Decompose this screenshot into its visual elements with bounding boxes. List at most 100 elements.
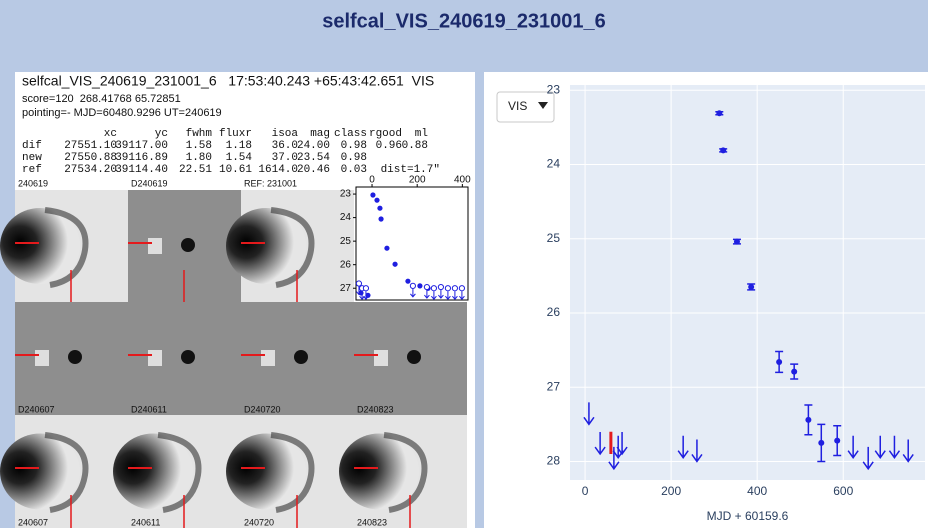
galaxy-blob: [0, 433, 80, 510]
data-point: [818, 439, 825, 446]
summary-line: pointing=- MJD=60480.9296 UT=240619: [22, 107, 222, 119]
data-point: [384, 245, 390, 251]
thumbnail-label: D240611: [131, 404, 167, 414]
row-label: ref: [22, 164, 42, 176]
upper-limit: [444, 285, 452, 301]
residual-patch: [374, 350, 388, 366]
x-tick-label: 200: [409, 175, 426, 186]
table-cell: 39114.40: [115, 164, 168, 176]
limit-arrow: [452, 291, 458, 301]
x-tick-label: 200: [661, 484, 681, 498]
table-header: class: [334, 128, 367, 140]
table-note: dist=1.7": [381, 164, 440, 176]
table-cell: 22.51: [179, 164, 212, 176]
galaxy-blob: [113, 433, 193, 510]
data-point: [370, 192, 376, 198]
dropdown-arrow[interactable]: [538, 102, 548, 109]
limit-arrow: [431, 291, 437, 301]
galaxy-arm: [44, 207, 89, 288]
x-axis-label: MJD + 60159.6: [707, 509, 789, 523]
data-point: [378, 216, 384, 222]
data-point: [417, 283, 423, 289]
upper-limit: [902, 439, 914, 463]
y-tick-label: 28: [547, 454, 561, 468]
upper-limit: [677, 435, 689, 460]
limit-arrow: [445, 291, 451, 301]
limit-circle: [409, 282, 417, 289]
y-tick-label: 24: [547, 157, 561, 171]
upper-limit: [430, 285, 438, 301]
residual-blob: [68, 350, 82, 364]
data-point: [776, 358, 783, 365]
y-tick-label: 26: [547, 305, 561, 319]
data-point: [365, 292, 371, 298]
residual-patch: [261, 350, 275, 366]
table-cell: 27534.20: [64, 164, 117, 176]
upper-limit: [451, 285, 459, 301]
residual-patch: [148, 350, 162, 366]
x-tick-label: 400: [454, 175, 471, 186]
x-tick-label: 0: [582, 484, 589, 498]
dropdown-label[interactable]: VIS: [508, 99, 527, 113]
table-cell: 10.61: [219, 164, 252, 176]
limit-circle: [444, 285, 452, 292]
x-tick-label: 600: [833, 484, 853, 498]
galaxy-blob: [339, 433, 419, 510]
limit-circle: [362, 285, 370, 292]
table-cell: 0.03: [341, 164, 367, 176]
residual-patch: [35, 350, 49, 366]
limit-circle: [437, 283, 445, 291]
thumbnail-label: D240619: [131, 178, 168, 188]
table-cell: 27551.10: [64, 140, 117, 152]
data-point: [716, 110, 723, 117]
table-header: fwhm: [186, 128, 213, 140]
upper-limit: [362, 285, 370, 301]
limit-arrow: [356, 286, 362, 296]
galaxy-arm: [270, 432, 315, 513]
upper-limit: [616, 432, 628, 456]
y-tick-label: 23: [547, 82, 561, 96]
filter-dropdown[interactable]: VIS: [496, 91, 555, 123]
thumbnail-label: 240619: [18, 178, 48, 188]
table-cell: 36.0: [272, 140, 298, 152]
table-cell: 0.98: [341, 140, 367, 152]
upper-limit: [458, 285, 466, 301]
thumbnail-label: REF: 231001: [244, 178, 297, 188]
data-point: [392, 261, 398, 267]
limit-arrow: [410, 288, 416, 298]
thumbnail-label: 240720: [244, 517, 274, 527]
galaxy-blob: [226, 208, 306, 284]
upper-limit: [437, 283, 445, 299]
thumbnail-label: D240823: [357, 404, 394, 414]
table-header: fluxr: [219, 128, 252, 140]
limit-circle: [451, 285, 459, 292]
limit-arrow: [424, 290, 430, 299]
table-cell: 23.54: [297, 152, 330, 164]
x-tick-label: 0: [369, 175, 375, 186]
table-cell: 1614.0: [258, 164, 298, 176]
residual-blob: [407, 350, 421, 364]
y-tick-label: 23: [340, 189, 352, 200]
data-point: [405, 278, 411, 284]
table-cell: 27550.88: [64, 152, 117, 164]
upper-limit: [594, 432, 606, 456]
upper-limit: [862, 446, 874, 471]
dropdown-box[interactable]: [496, 91, 555, 123]
plot-area: [570, 85, 925, 480]
thumbnail-label: 240611: [131, 517, 160, 527]
table-cell: 39116.89: [115, 152, 168, 164]
limit-arrow: [438, 290, 444, 299]
x-tick-label: 400: [747, 484, 767, 498]
upper-limit: [691, 439, 703, 463]
galaxy-blob: [0, 208, 80, 284]
table-cell: 37.0: [272, 152, 298, 164]
y-tick-label: 25: [547, 231, 561, 245]
data-point: [720, 147, 727, 154]
table-header: isoa: [272, 128, 299, 140]
data-point: [748, 283, 755, 290]
table-header: rgood: [369, 128, 402, 140]
residual-blob: [294, 350, 308, 364]
table-header: ml: [415, 128, 428, 140]
table-cell: 1.80: [186, 152, 212, 164]
